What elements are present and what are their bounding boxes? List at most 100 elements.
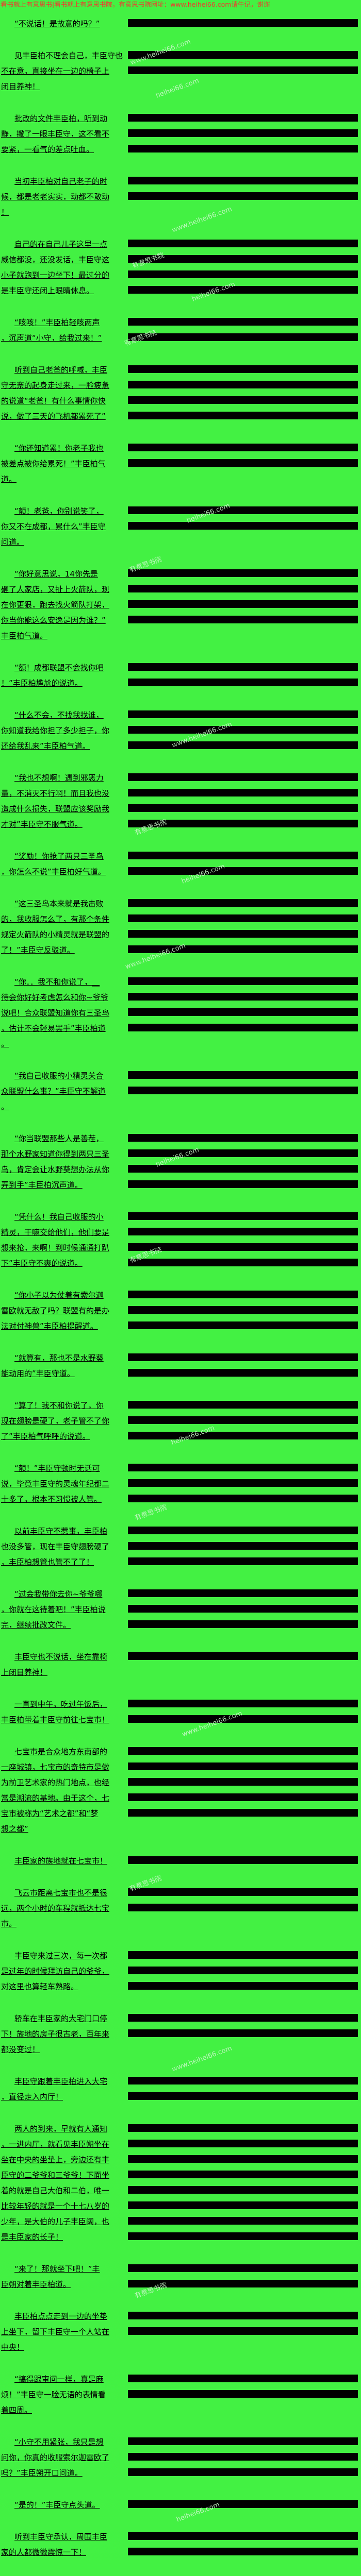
text-line: 弄到手”丰臣柏沉声道。 <box>1 1180 83 1190</box>
text-line: “你还知道累！你老子我也 <box>14 444 104 453</box>
paragraph: 听到自己老爸的呼喊，丰臣 守无奈的起身走过来，一脸疲惫 的说道“老爸！有什么事情你快… <box>1 362 360 424</box>
redaction-bar <box>128 1149 358 1157</box>
paragraph: 批改的文件丰臣柏，听到动 静，撇了一眼丰臣守，这不看不 要紧，一看气的差点吐血。 <box>1 111 360 157</box>
redaction-bar <box>128 1967 358 1974</box>
paragraph: “我自己收服的小精灵关合 众联盟什么事？”丰臣守不解道。 <box>1 1068 360 1114</box>
redaction-bar <box>128 867 358 875</box>
text-line: 丰臣守跟着丰臣柏进入大宅 <box>14 2077 108 2086</box>
redaction-bar <box>128 600 358 608</box>
paragraph: 一直到中午，吃过午饭后， 丰臣柏带着丰臣守前往七宝市！ <box>1 1697 360 1727</box>
redaction-bar <box>128 1180 358 1188</box>
paragraph: 轿车在丰臣家的大宅门口停 下！族地的房子很古老，百年来 都没变过！ <box>1 2011 360 2057</box>
redaction-bar <box>128 2453 358 2461</box>
paragraph: “你好意思说，14你先是 砸了人家店，又扯上火箭队，现 在你更狠，跑去找火箭队打架，… <box>1 566 360 643</box>
text-line: 七宝市是合众地方东南部的 <box>14 1747 108 1756</box>
redaction-bar <box>128 333 358 341</box>
redaction-bar <box>128 1479 358 1487</box>
paragraph: 丰臣守来过三次，每一次都 是过年的时候拜访自己的爷爷， 对这里也算轻车熟路。 <box>1 1948 360 1994</box>
text-line: 问道。 <box>1 537 25 547</box>
redaction-bar <box>128 1464 358 1471</box>
redaction-bar <box>128 1982 358 1990</box>
text-line: “过会我带你去你~爷爷哪 <box>14 1589 103 1599</box>
text-line: 。 <box>1 1039 9 1048</box>
text-line: 在你更狠，跑去找火箭队打架， <box>1 600 110 609</box>
text-line: 比较年轻的就是一个十七八岁的 <box>1 2201 110 2211</box>
redaction-bar <box>128 1778 358 1786</box>
text-line: “额！成都联盟不会找你吧 <box>14 663 104 672</box>
paragraph: 听到丰臣守承认，周围丰臣 家的人都微微震惊一下！ <box>1 2529 360 2560</box>
redaction-bar <box>128 1071 358 1079</box>
paragraph: “额！”丰臣守顿时无话可 说，毕竟丰臣守的灵魂年纪都二 十多了，根本不习惯被人管。 <box>1 1461 360 1507</box>
text-line: 丰臣柏点点走到一边的坐垫 <box>14 2312 108 2321</box>
text-line: “来了！那就坐下吧！”丰 <box>14 2264 100 2274</box>
text-line: 还给我乱来”丰臣柏气道。 <box>1 741 90 751</box>
redaction-bar <box>128 773 358 781</box>
redaction-bar <box>128 2092 358 2100</box>
paragraph: 见丰臣柏不理会自己，丰臣守也 不在意，直接坐在一边的椅子上 闭目养神！ <box>1 48 360 94</box>
redaction-bar <box>128 1008 358 1016</box>
redaction-bar <box>128 2232 358 2240</box>
text-line: 一直到中午，吃过午饭后， <box>14 1700 108 1709</box>
text-line: 问你，你真的收服索尔迦雷欧了 <box>1 2453 110 2462</box>
redaction-bar <box>128 381 358 388</box>
paragraph: 两人的到来，早就有人通知 ，一进内厅，就看见丰臣朔坐在 坐在中央的坐垫上，旁边还有丰… <box>1 2121 360 2245</box>
text-line: 能动用的”丰臣守道。 <box>1 1369 75 1378</box>
redaction-bar <box>128 1369 358 1377</box>
redaction-bar <box>128 2548 358 2555</box>
redaction-bar <box>128 1747 358 1755</box>
paragraph: “凭什么！我自己收服的小 精灵，干嘛交给他们，他们要是 想来抢，来啊！到时候通通打趴… <box>1 1209 360 1271</box>
redaction-bar <box>128 741 358 749</box>
text-line: 家的人都微微震惊一下！ <box>1 2548 87 2557</box>
redaction-bar <box>128 1888 358 1896</box>
text-line: “算了！我不和你说了，你 <box>14 1401 104 1410</box>
paragraph: “你当联盟那些人是善茬， 那个水野家知道你得到两只三圣 鸟，肯定会让水野葵想办法从你… <box>1 1131 360 1193</box>
paragraph: “我也不想啊！遇到邪恶力 量，不消灭不行啊！而且我也没 造成什么损失，联盟应该奖励我… <box>1 770 360 832</box>
paragraph: “来了！那就坐下吧！”丰 臣朔对着丰臣柏道。 <box>1 2261 360 2292</box>
text-line: 丰臣家的族地就在七宝市！ <box>14 1856 108 1866</box>
text-line: “你当联盟那些人是善茬， <box>14 1134 104 1143</box>
redaction-bar <box>128 616 358 623</box>
text-line: “什么不会，不找我找谁， <box>14 710 104 720</box>
text-line: “咳咳！”丰臣柏轻咳两声 <box>14 318 100 327</box>
text-line: 是丰臣家的长子！ <box>1 2232 63 2242</box>
redaction-bar <box>128 1259 358 1266</box>
text-line: “凭什么！我自己收服的小 <box>14 1212 104 1222</box>
redaction-bar <box>128 1589 358 1597</box>
text-line: 少年，是大伯的儿子丰臣阔，也 <box>1 2217 110 2226</box>
redaction-bar <box>128 522 358 530</box>
redaction-bar <box>128 2140 358 2147</box>
paragraph: “额！成都联盟不会找你吧 ！”丰臣柏尴尬的说道。 <box>1 660 360 691</box>
redaction-bar <box>128 1243 358 1251</box>
paragraph: 丰臣柏点点走到一边的坐垫 上坐下，留下丰臣守一个人站在 中央！ <box>1 2309 360 2355</box>
text-line: “我自己收服的小精灵关合 <box>14 1071 104 1080</box>
text-line: 的说道“老爸！有什么事情你快 <box>1 396 106 405</box>
paragraph: 七宝市是合众地方东南部的 一座城镇，七宝市的奇特市是做 为前卫艺术家的热门地点，也经… <box>1 1744 360 1837</box>
text-line: 是过年的时候拜访自己的爷爷， <box>1 1967 110 1976</box>
text-line: 也没多管，现在丰臣守翅膀硬了 <box>1 1542 110 1551</box>
paragraph: “搞得跟审问一样，真是麻 烦！”丰臣守一脸无语的表情看 着四周。 <box>1 2371 360 2418</box>
redaction-bar <box>128 2155 358 2163</box>
text-line: 丰臣守也不说话，坐在靠椅 <box>14 1652 108 1662</box>
text-line: 候，都是老老实实，动都不敢动 <box>1 192 110 201</box>
redaction-bar <box>128 1024 358 1031</box>
text-line: 规定火箭队的小精灵就是联盟的 <box>1 930 110 939</box>
redaction-bar <box>128 1809 358 1817</box>
text-line: 想来抢，来啊！到时候通通打趴 <box>1 1243 110 1252</box>
redaction-bar <box>128 444 358 451</box>
redaction-bar <box>128 789 358 796</box>
text-line: 完，继续批改文件。 <box>1 1620 71 1630</box>
redaction-bar <box>128 2280 358 2287</box>
redaction-bar <box>128 1228 358 1235</box>
text-line: 静，撇了一眼丰臣守，这不看不 <box>1 129 110 139</box>
text-line: “就算有，那也不是水野葵 <box>14 1353 104 1363</box>
redaction-bar <box>128 396 358 404</box>
text-line: “小守不用紧张，我只是想 <box>14 2437 104 2447</box>
novel-content: “不说话！是故意的吗？” 见丰臣柏不理会自己，丰臣守也 不在意，直接坐在一边的椅子上… <box>1 16 360 2576</box>
redaction-bar <box>128 1762 358 1770</box>
redaction-bar <box>128 2077 358 2084</box>
text-line: ，沉声道“小守，给我过来！” <box>1 333 102 343</box>
redaction-bar <box>128 2264 358 2272</box>
redaction-bar <box>128 569 358 577</box>
text-line: 见丰臣柏不理会自己，丰臣守也 <box>14 51 123 60</box>
text-line: 鸟，肯定会让水野葵想办法从你 <box>1 1165 110 1174</box>
